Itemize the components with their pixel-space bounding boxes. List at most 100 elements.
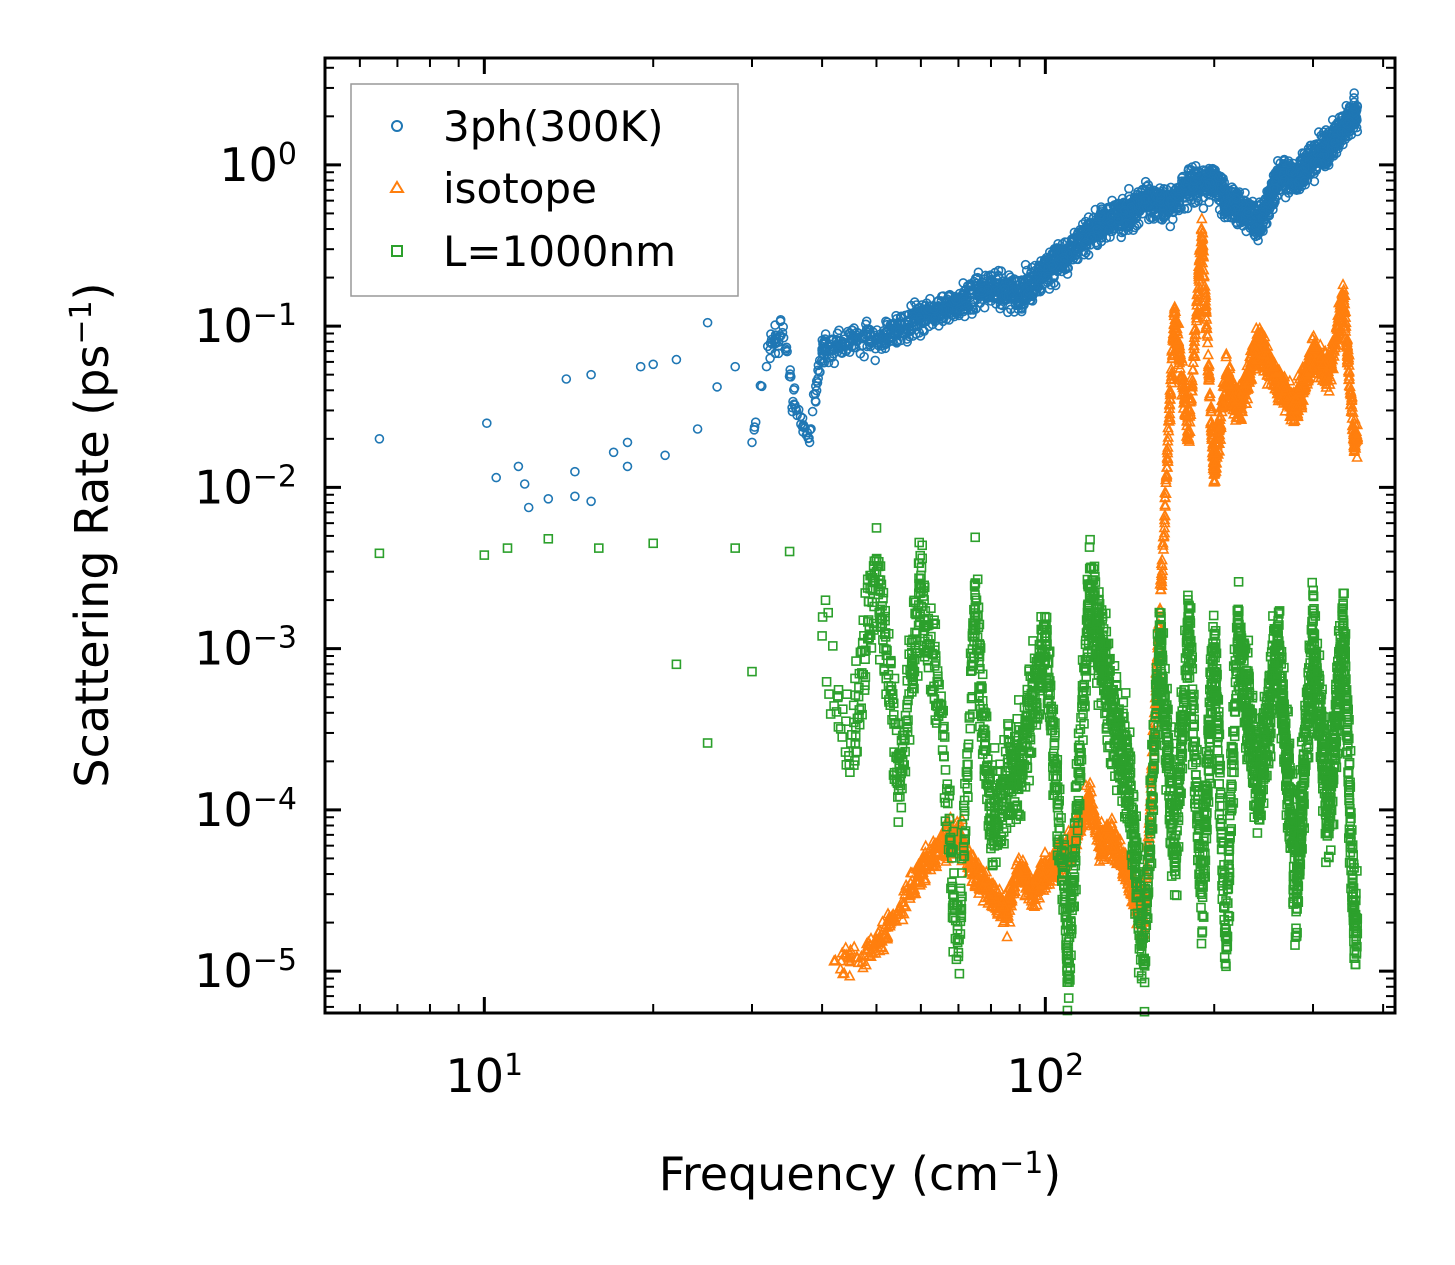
scatter-point: [1307, 143, 1318, 153]
scatter-point: [1257, 223, 1267, 234]
scatter-point: [622, 461, 633, 472]
scatter-point: [1116, 232, 1126, 243]
scatter-point: [829, 358, 840, 369]
scatter-point: [916, 316, 927, 327]
scatter-point: [787, 402, 797, 413]
scatter-point: [1063, 263, 1073, 273]
scatter-point: [919, 326, 929, 337]
scatter-point: [816, 356, 827, 366]
scatter-point: [795, 411, 806, 422]
scatter-point: [970, 273, 981, 284]
scatter-point: [767, 339, 778, 349]
scatter-point: [773, 348, 784, 359]
scatter-point: [692, 424, 703, 434]
scatter-point: [1062, 237, 1073, 247]
scatter-point: [1126, 198, 1136, 209]
scatter-point: [1128, 207, 1139, 218]
scatter-point: [814, 366, 825, 377]
scatter-point: [883, 335, 894, 345]
scatter-point: [1279, 174, 1290, 185]
scatter-point: [1251, 228, 1261, 238]
scatter-point: [513, 461, 524, 472]
scatter-point: [847, 334, 858, 344]
scatter-point: [820, 329, 831, 339]
scatter-point: [561, 374, 572, 384]
scatter-point: [702, 317, 713, 328]
scatter-point: [788, 384, 799, 395]
scatter-point: [953, 304, 964, 315]
scatter-point: [827, 345, 838, 355]
scatter-point: [813, 365, 823, 376]
scatter-point: [936, 296, 947, 306]
scatter-point: [1057, 239, 1068, 249]
scatter-point: [810, 396, 821, 407]
scatter-point: [481, 418, 492, 429]
scatter-point: [812, 377, 823, 388]
scatter-point: [1251, 222, 1261, 233]
scatter-point: [570, 466, 580, 477]
scatter-point: [993, 265, 1004, 276]
scatter-point: [1121, 218, 1132, 228]
scatter-point: [570, 491, 580, 502]
scatter-point: [1062, 269, 1073, 279]
scatter-point: [785, 365, 796, 375]
scatter-point: [1214, 192, 1225, 203]
scatter-point: [635, 361, 646, 372]
scatter-point: [712, 382, 722, 392]
scatter-point: [975, 298, 985, 309]
scatter-point: [888, 329, 898, 340]
scatter-point: [1244, 201, 1255, 212]
scatter-point: [1047, 248, 1057, 259]
scatter-point: [1349, 88, 1359, 98]
scatter-point: [648, 359, 659, 370]
scatter-point: [782, 346, 792, 357]
scatter-point: [1144, 214, 1154, 225]
scatter-point: [1030, 260, 1040, 271]
scatter-point: [938, 291, 948, 301]
scatter-point: [785, 371, 796, 382]
scatter-point: [1349, 93, 1359, 103]
scatter-point: [778, 332, 789, 343]
scatter-point: [765, 344, 775, 355]
scatter-point: [857, 330, 868, 340]
scatter-point: [1292, 182, 1303, 193]
scatter-point: [962, 281, 973, 291]
scatter-point: [1309, 176, 1320, 187]
scatter-point: [660, 450, 670, 461]
scatter-point: [761, 361, 772, 372]
scatter-point: [1168, 214, 1178, 225]
scatter-point: [730, 361, 741, 372]
data-points: [374, 88, 1364, 1017]
scatter-point: [781, 342, 792, 353]
scatter-point: [837, 341, 848, 352]
scatter-point: [944, 315, 954, 325]
scatter-point: [842, 339, 852, 350]
scatter-point: [756, 381, 767, 392]
scatter-point: [1002, 307, 1013, 318]
scatter-point: [787, 406, 798, 417]
scatter-point: [878, 333, 888, 344]
scatter-point: [1219, 183, 1229, 193]
scatter-point: [1022, 289, 1032, 299]
scatter-point: [1020, 259, 1031, 270]
scatter-point: [523, 502, 534, 513]
scatter-point: [671, 354, 682, 365]
scatter-point: [1028, 289, 1038, 300]
scatter-point: [1143, 180, 1154, 190]
scatter-point: [608, 447, 619, 458]
scatter-point: [987, 275, 997, 285]
scatter-point: [622, 437, 633, 448]
scatter-point: [586, 496, 596, 507]
scatter-point: [828, 334, 838, 345]
scatter-point: [519, 479, 530, 489]
scatter-point: [921, 298, 932, 309]
scatter-point: [995, 303, 1005, 314]
scatter-point: [586, 369, 596, 380]
scatter-point: [1198, 203, 1209, 214]
scatter-point: [1004, 270, 1014, 280]
scatter-point: [543, 493, 554, 504]
scatter-point: [865, 341, 876, 352]
scatter-point: [1159, 210, 1170, 221]
scatter-point: [870, 355, 881, 366]
